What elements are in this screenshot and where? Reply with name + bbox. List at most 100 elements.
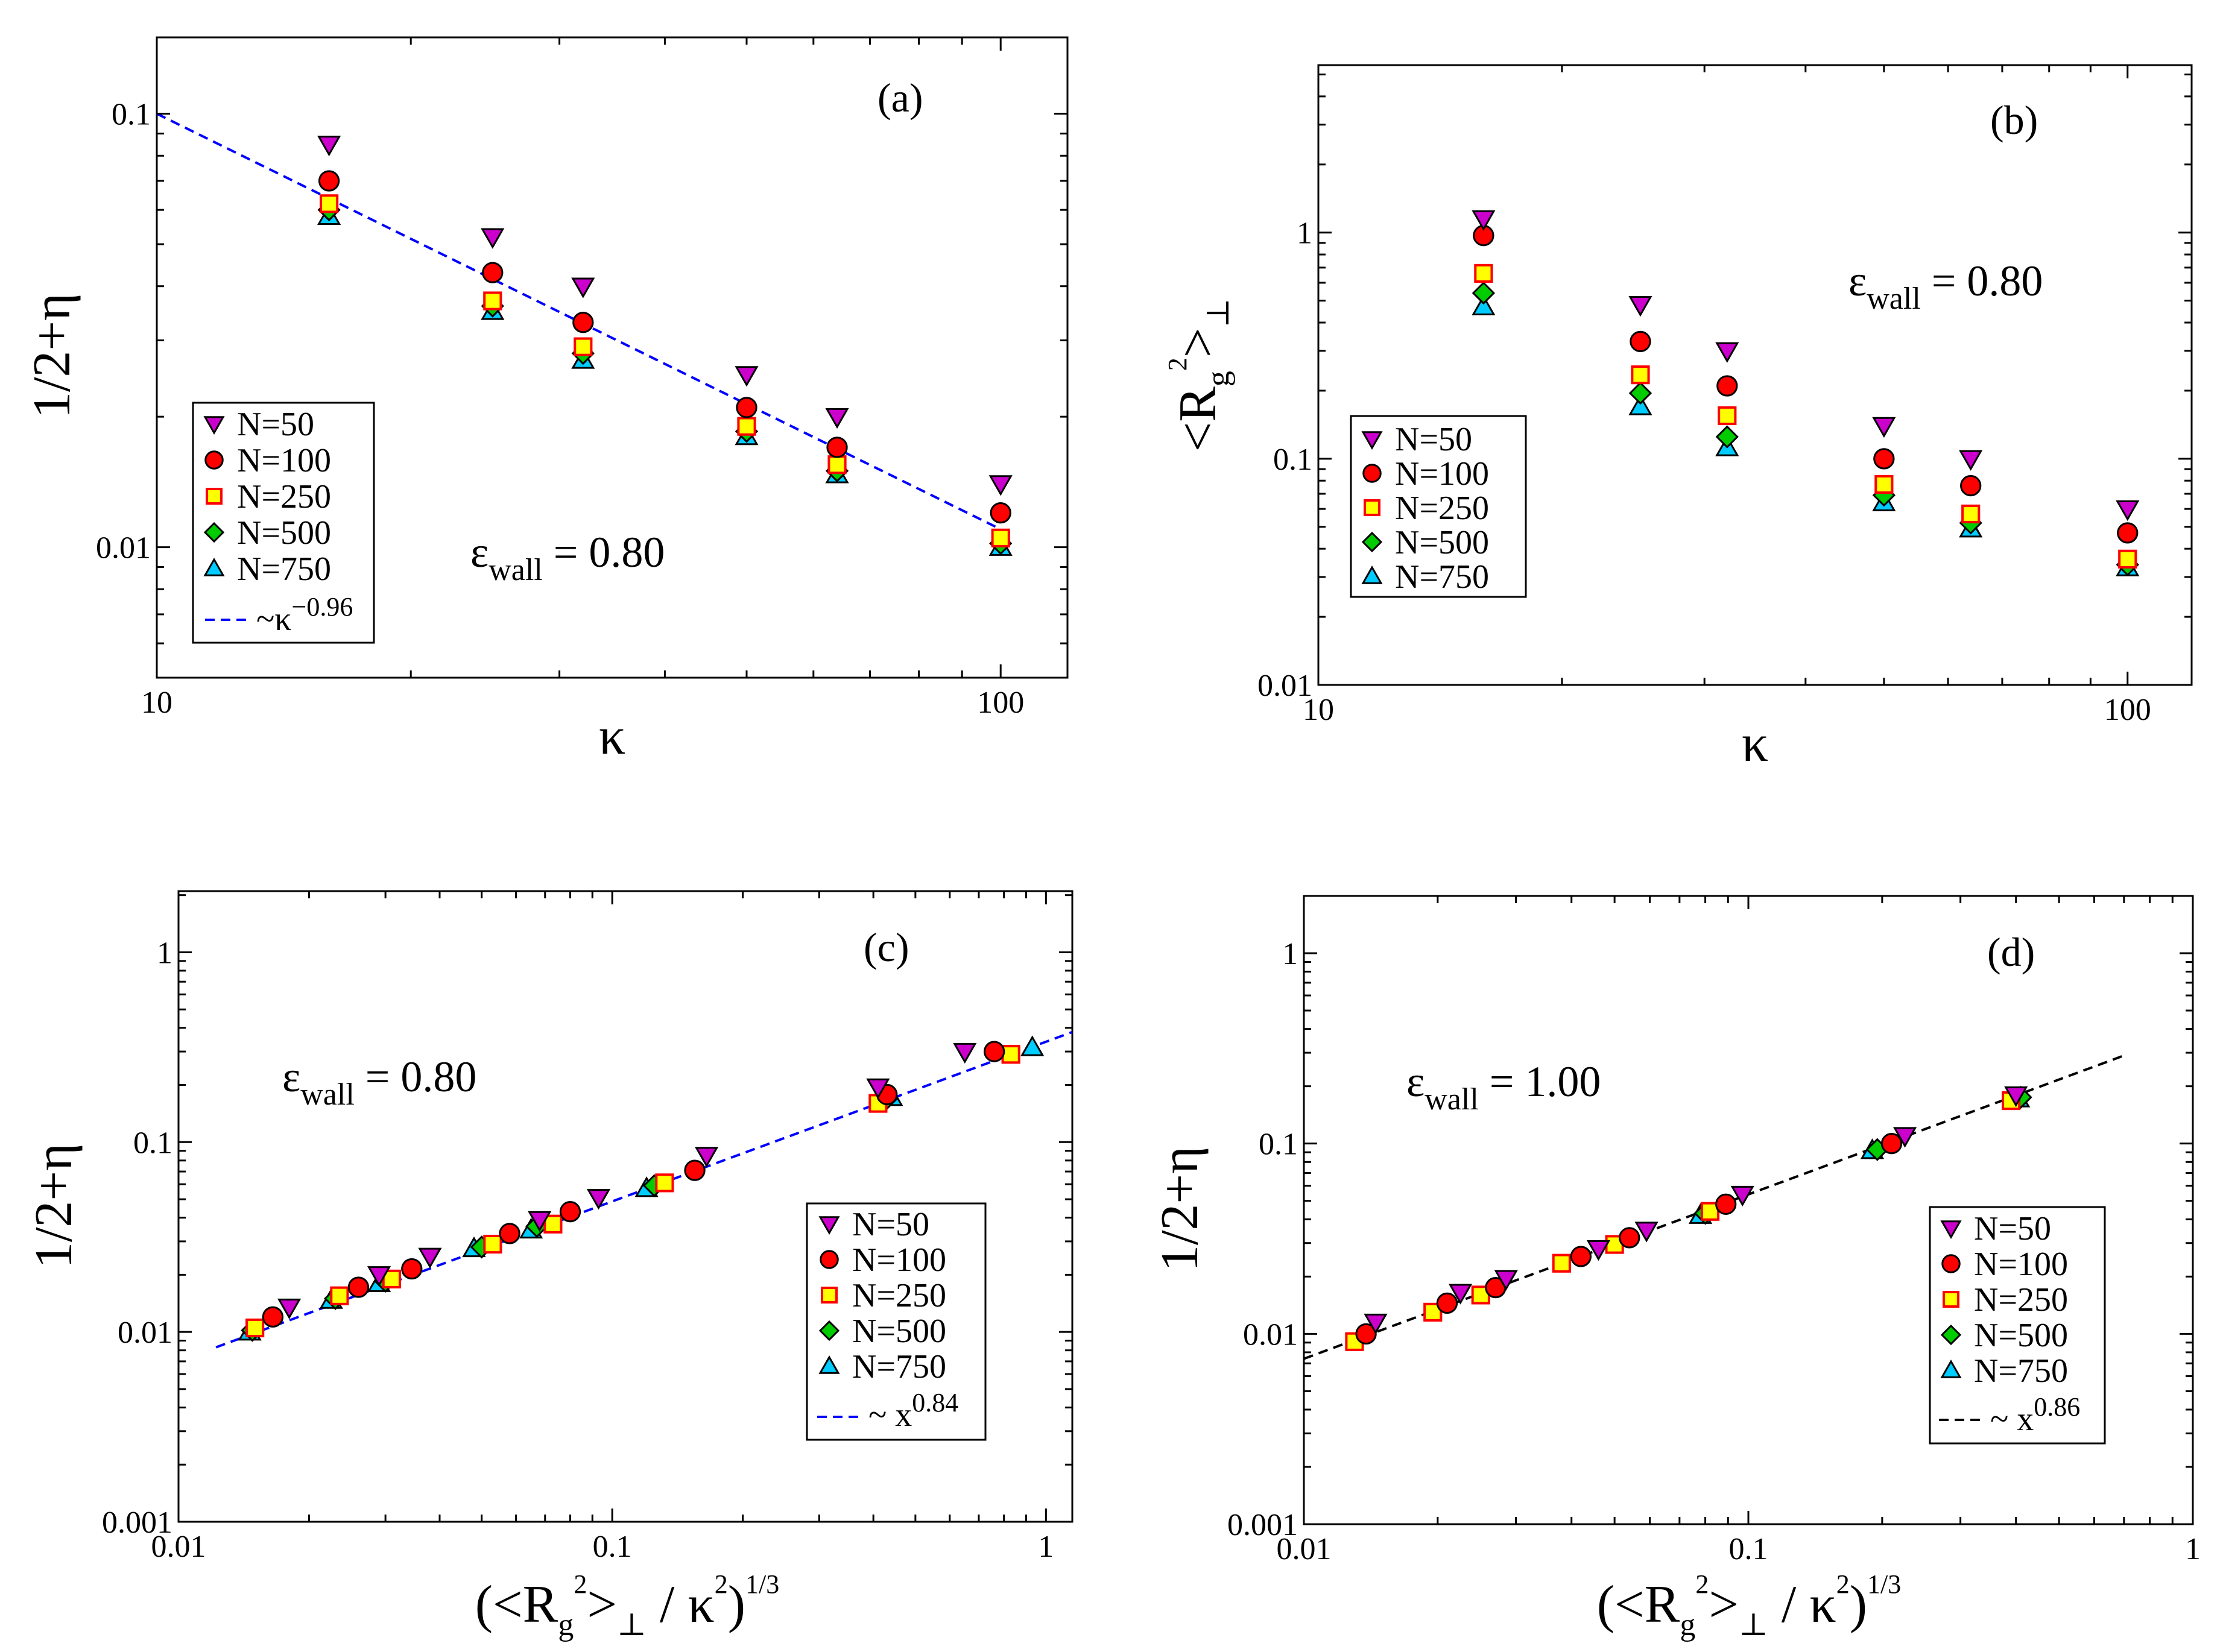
panel-b-frame: [1317, 64, 2193, 686]
panel-d-point-n100: [1619, 1227, 1640, 1249]
panel-d-point-n50: [1494, 1270, 1518, 1291]
panel-d-point-n50: [2004, 1086, 2028, 1108]
panel-b-point-n250: [1718, 406, 1737, 426]
panel-c-marks: [215, 1030, 1073, 1349]
panel-c-point-n250: [1001, 1045, 1020, 1064]
panel-a-xlabel: κ: [599, 707, 625, 766]
panel-c-label: (c): [864, 924, 909, 970]
panel-b-point-n250: [1874, 474, 1894, 494]
panel-a-legend-label: N=500: [237, 514, 331, 552]
panel-a-point-n250: [483, 291, 502, 311]
panel-c-ytick-label: 0.001: [102, 1505, 172, 1540]
panel-c-point-n100: [684, 1159, 706, 1181]
panel-d-legend-box: [1929, 1206, 2106, 1445]
panel-b-ytick-label: 0.01: [1257, 669, 1312, 703]
panel-d-point-n50: [1893, 1127, 1917, 1148]
panel-c-epsilon-label: εwall = 0.80: [282, 1053, 476, 1112]
panel-d-ytick-label: 1: [1282, 937, 1298, 971]
panel-c-xtick-label: 0.1: [593, 1530, 632, 1564]
panel-d-point-n100: [1880, 1133, 1903, 1155]
panel-c-legend-label: N=100: [852, 1241, 946, 1279]
panel-c-point-n250: [245, 1318, 265, 1338]
panel-a-point-n100: [572, 312, 594, 333]
panel-a-legend-marker-n100: [204, 450, 224, 470]
panel-c-point-n50: [277, 1298, 302, 1320]
panel-d-ytick-label: 0.01: [1243, 1317, 1298, 1352]
panel-a-frame: [156, 36, 1069, 679]
panel-d-xtick-label: 0.1: [1729, 1532, 1768, 1566]
panel-c-legend-box: [806, 1202, 987, 1441]
panel-b-point-n500: [1715, 425, 1739, 449]
panel-c-point-n250: [483, 1234, 502, 1254]
panel-c-legend-marker-n500: [818, 1320, 840, 1341]
panel-c-point-n50: [586, 1189, 611, 1210]
panel-a-legend-marker-n500: [203, 522, 225, 543]
panel-b-point-n250: [1961, 504, 1981, 524]
panel-c-point-n100: [983, 1041, 1005, 1062]
panel-c-point-n750: [1020, 1035, 1045, 1056]
panel-d-point-n50: [1730, 1185, 1754, 1207]
panel-d-xtick-label: 1: [2185, 1532, 2201, 1566]
panel-c-point-n50: [866, 1078, 890, 1100]
panel-b-legend-label: N=750: [1395, 558, 1489, 596]
panel-b-point-n50: [1628, 296, 1652, 317]
panel-b-ytick-label: 0.1: [1273, 443, 1312, 477]
panel-c-point-n100: [401, 1258, 423, 1280]
panel-d-legend-marker-n500: [1940, 1324, 1962, 1346]
panel-d-legend-marker-n50: [1940, 1220, 1962, 1240]
panel-c-legend-marker-n250: [821, 1287, 838, 1304]
panel-b-xtick-label: 100: [2104, 693, 2151, 727]
panel-c-point-n50: [953, 1042, 977, 1064]
panel-a-point-n250: [574, 337, 593, 356]
panel-b-legend-marker-n100: [1362, 464, 1382, 483]
panel-b-point-n50: [1872, 417, 1896, 438]
panel-a-point-n100: [318, 170, 340, 192]
panel-a-point-n50: [825, 408, 849, 429]
panel-c-xtick-label: 0.01: [151, 1530, 206, 1564]
panel-b-legend-marker-n250: [1364, 499, 1380, 516]
panel-c-point-n250: [330, 1286, 349, 1305]
panel-c: 0.01 0.1 110.10.010.001 (c) εwall = 0.80 (…: [25, 890, 1074, 1642]
panel-c-xtick-label: 1: [1038, 1530, 1054, 1564]
panel-c-legend-label: N=250: [852, 1277, 946, 1314]
panel-b-ticks: 10 100 1 0.1 0.01: [1257, 65, 2192, 727]
panel-b-point-n100: [1630, 330, 1651, 353]
panel-a-point-n250: [991, 528, 1010, 547]
panel-a-ticks: 10 100 0.1 0.01: [96, 37, 1067, 720]
panel-d-ylabel: 1/2+η: [1151, 1146, 1209, 1272]
panel-d-legend-marker-n100: [1941, 1254, 1961, 1273]
panel-d-ytick-label: 0.001: [1227, 1508, 1298, 1542]
panel-a-xtick-label: 100: [977, 686, 1024, 720]
panel-d-point-n100: [1570, 1246, 1592, 1267]
panel-a-point-n50: [988, 475, 1013, 496]
panel-b-point-n750: [1472, 294, 1496, 315]
panel-d-ticks: 0.01 0.1 110.10.010.001: [1227, 895, 2201, 1566]
panel-b-point-n100: [1960, 474, 1982, 497]
panel-c-legend-marker-n750: [818, 1355, 840, 1374]
panel-d-label: (d): [1987, 929, 2035, 975]
panel-a-point-n250: [737, 417, 756, 436]
panel-b-xlabel: κ: [1742, 714, 1768, 773]
panel-a-legend-label: N=100: [237, 442, 331, 479]
panel-a: 10 100 0.1 0.01 (a) εwall = 0.80 κ 1/2+η N=…: [23, 36, 1069, 766]
panel-b-point-n250: [1631, 365, 1650, 385]
panel-d-legend-fit-label: ~ x0.86: [1990, 1392, 2080, 1438]
panel-a-point-n50: [481, 228, 505, 249]
panel-c-legend-label: N=750: [852, 1348, 946, 1386]
panel-b-point-n750: [1628, 394, 1652, 415]
panel-c-ytick-label: 0.1: [133, 1126, 172, 1160]
panel-c-point-n50: [694, 1147, 719, 1168]
panel-d-point-n50: [1448, 1284, 1473, 1305]
panel-d-point-n100: [1436, 1292, 1458, 1314]
panel-a-legend-label: N=750: [237, 550, 331, 588]
panel-d-point-n50: [1634, 1222, 1659, 1243]
panel-b-legend-label: N=50: [1395, 421, 1472, 458]
panel-a-legend-marker-n250: [206, 488, 223, 505]
panel-d-legend-label: N=750: [1974, 1352, 2068, 1390]
panel-d-legend-label: N=50: [1974, 1210, 2051, 1247]
panel-a-legend-marker-n750: [203, 557, 225, 576]
